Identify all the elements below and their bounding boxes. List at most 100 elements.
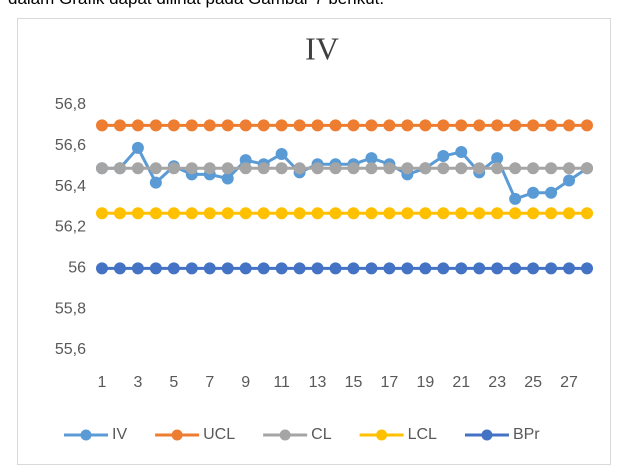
point-marker [419, 119, 432, 132]
point-marker [401, 207, 414, 220]
point-marker [527, 207, 540, 220]
chart-title: IV [305, 30, 339, 66]
legend-swatch-marker [80, 429, 92, 441]
point-marker [545, 207, 558, 220]
point-marker [293, 119, 306, 132]
point-marker [131, 162, 144, 175]
point-marker [257, 262, 270, 275]
point-marker [311, 119, 324, 132]
point-marker [365, 152, 378, 165]
x-tick-label: 11 [273, 374, 290, 391]
point-marker [509, 207, 522, 220]
y-tick-label: 55,8 [55, 300, 86, 317]
point-marker [383, 207, 396, 220]
point-marker [95, 262, 108, 275]
point-marker [149, 207, 162, 220]
point-marker [473, 262, 486, 275]
point-marker [563, 262, 576, 275]
point-marker [257, 207, 270, 220]
point-marker [365, 119, 378, 132]
point-marker [509, 162, 522, 175]
point-marker [437, 207, 450, 220]
point-marker [473, 207, 486, 220]
legend-label: UCL [203, 426, 235, 443]
point-marker [473, 162, 486, 175]
point-marker [383, 262, 396, 275]
point-marker [545, 119, 558, 132]
legend-label: CL [311, 426, 332, 443]
y-tick-label: 56,8 [55, 96, 86, 113]
point-marker [221, 119, 234, 132]
legend-swatch-marker [376, 429, 388, 441]
point-marker [401, 119, 414, 132]
point-marker [545, 186, 558, 199]
series-line [101, 146, 588, 201]
point-marker [365, 207, 378, 220]
point-marker [455, 145, 468, 158]
point-marker [203, 262, 216, 275]
y-tick-label: 56,2 [55, 219, 86, 236]
point-marker [203, 207, 216, 220]
point-marker [149, 119, 162, 132]
point-marker [509, 119, 522, 132]
legend-swatch-marker [171, 429, 183, 441]
legend-swatch-marker [279, 429, 291, 441]
x-tick-label: 5 [169, 374, 178, 391]
point-marker [491, 262, 504, 275]
x-tick-label: 27 [560, 374, 578, 391]
point-marker [113, 119, 126, 132]
x-tick-label: 21 [452, 374, 470, 391]
y-tick-label: 56 [68, 260, 86, 277]
chart-frame [17, 18, 611, 465]
point-marker [275, 119, 288, 132]
point-marker [437, 150, 450, 163]
point-marker [185, 262, 198, 275]
point-marker [149, 262, 162, 275]
point-marker [329, 162, 342, 175]
point-marker [545, 162, 558, 175]
x-tick-label: 13 [309, 374, 327, 391]
point-marker [419, 162, 432, 175]
point-marker [437, 162, 450, 175]
point-marker [563, 174, 576, 187]
point-marker [527, 162, 540, 175]
point-marker [509, 192, 522, 205]
point-marker [347, 207, 360, 220]
point-marker [293, 262, 306, 275]
x-tick-label: 9 [241, 374, 250, 391]
point-marker [275, 262, 288, 275]
point-marker [113, 207, 126, 220]
point-marker [257, 119, 270, 132]
point-marker [239, 207, 252, 220]
x-tick-label: 7 [205, 374, 214, 391]
point-marker [437, 262, 450, 275]
legend-label: LCL [408, 426, 437, 443]
point-marker [95, 207, 108, 220]
x-tick-label: 3 [133, 374, 142, 391]
point-marker [257, 162, 270, 175]
point-marker [185, 119, 198, 132]
point-marker [419, 262, 432, 275]
y-tick-label: 56,4 [55, 178, 86, 195]
point-marker [401, 162, 414, 175]
point-marker [347, 162, 360, 175]
point-marker [221, 207, 234, 220]
point-marker [275, 162, 288, 175]
point-marker [329, 262, 342, 275]
point-marker [311, 262, 324, 275]
point-marker [95, 162, 108, 175]
point-marker [185, 162, 198, 175]
point-marker [563, 162, 576, 175]
point-marker [203, 162, 216, 175]
point-marker [113, 162, 126, 175]
x-tick-label: 19 [416, 374, 434, 391]
point-marker [383, 162, 396, 175]
point-marker [221, 172, 234, 185]
point-marker [491, 207, 504, 220]
point-marker [293, 207, 306, 220]
point-marker [113, 262, 126, 275]
point-marker [275, 148, 288, 160]
point-marker [527, 119, 540, 132]
point-marker [329, 119, 342, 132]
